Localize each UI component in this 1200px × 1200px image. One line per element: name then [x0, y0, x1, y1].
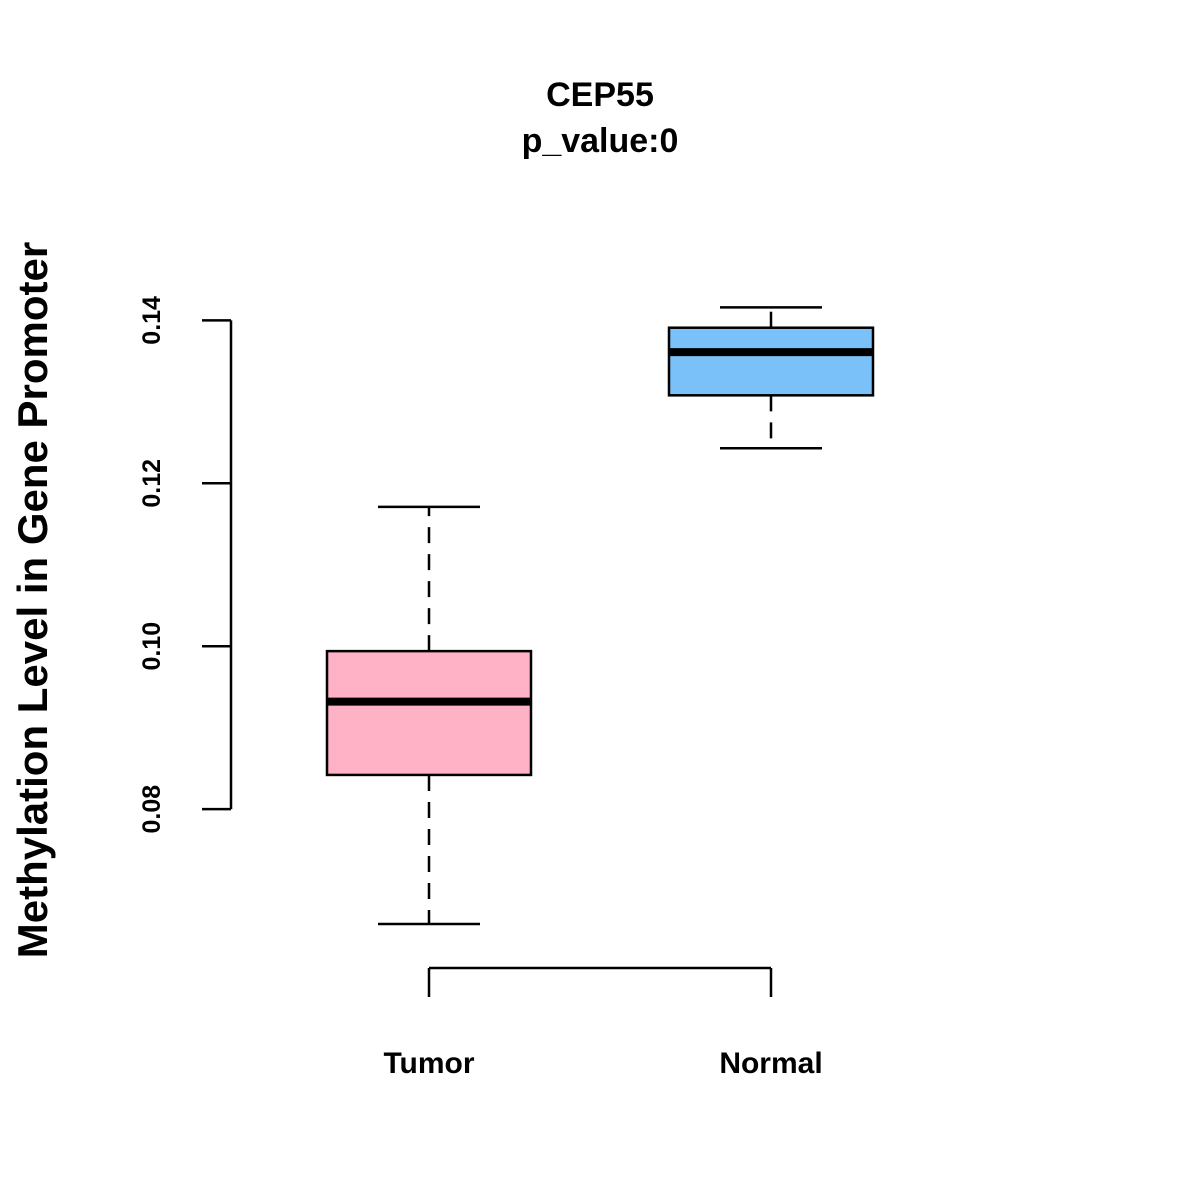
box-iqr	[667, 326, 875, 397]
box-normal	[667, 306, 875, 450]
chart-subtitle: p_value:0	[522, 122, 679, 160]
y-tick-label: 0.08	[138, 785, 166, 834]
x-axis: Tumor Normal	[383, 966, 823, 1080]
box-iqr	[325, 649, 533, 777]
y-tick-label: 0.10	[138, 622, 166, 671]
y-axis-label: Methylation Level in Gene Promoter	[9, 242, 56, 958]
y-tick-label: 0.14	[138, 296, 166, 345]
y-tick-label: 0.12	[138, 459, 166, 508]
box-tumor	[325, 505, 533, 926]
chart-title: CEP55	[546, 76, 654, 114]
x-tick-label-normal: Normal	[719, 1047, 822, 1080]
x-tick-label-tumor: Tumor	[383, 1047, 474, 1080]
boxes-group	[325, 306, 875, 926]
y-axis: 0.08 0.10 0.12 0.14	[138, 296, 233, 834]
